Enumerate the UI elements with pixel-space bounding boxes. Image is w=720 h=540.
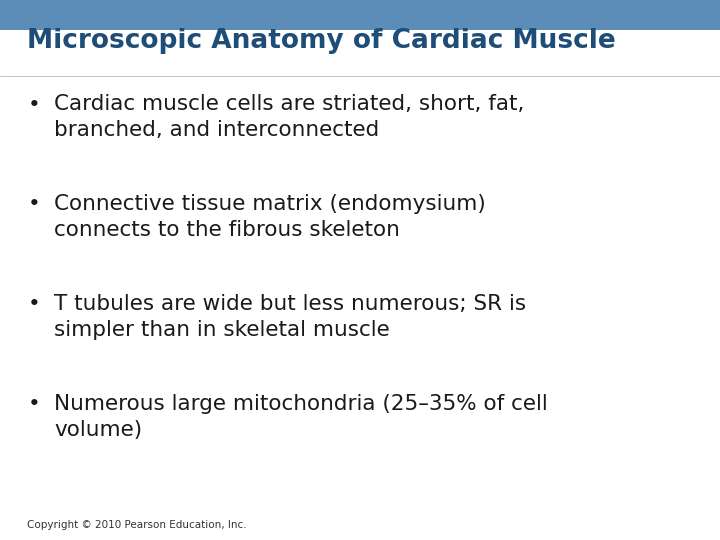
Text: •: • — [27, 394, 40, 414]
FancyBboxPatch shape — [0, 0, 720, 30]
Text: T tubules are wide but less numerous; SR is
simpler than in skeletal muscle: T tubules are wide but less numerous; SR… — [54, 294, 526, 340]
Text: •: • — [27, 294, 40, 314]
Text: •: • — [27, 194, 40, 214]
Text: Microscopic Anatomy of Cardiac Muscle: Microscopic Anatomy of Cardiac Muscle — [27, 28, 616, 53]
Text: Copyright © 2010 Pearson Education, Inc.: Copyright © 2010 Pearson Education, Inc. — [27, 520, 247, 530]
Text: Numerous large mitochondria (25–35% of cell
volume): Numerous large mitochondria (25–35% of c… — [54, 394, 548, 440]
Text: Connective tissue matrix (endomysium)
connects to the fibrous skeleton: Connective tissue matrix (endomysium) co… — [54, 194, 486, 240]
Text: •: • — [27, 94, 40, 114]
Text: Cardiac muscle cells are striated, short, fat,
branched, and interconnected: Cardiac muscle cells are striated, short… — [54, 94, 524, 140]
